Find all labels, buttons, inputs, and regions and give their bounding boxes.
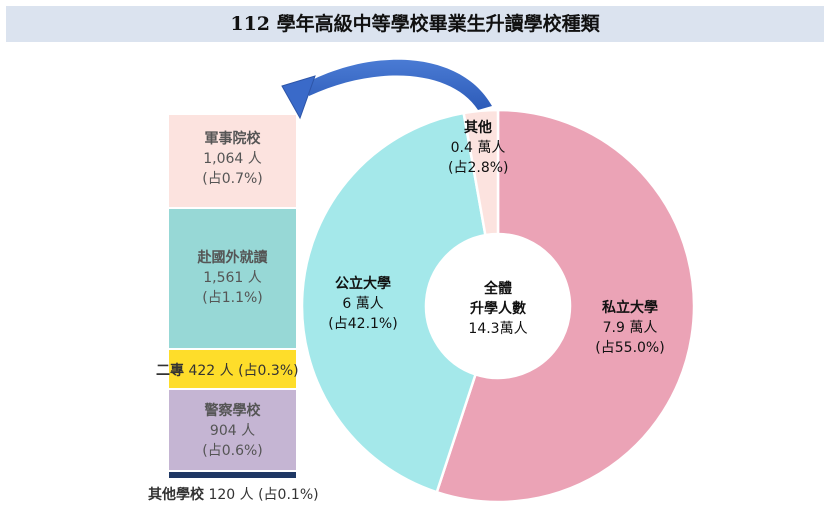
label-other-schools-name: 其他學校 [148,487,204,503]
label-military-unit: 人 [247,151,262,167]
slice-other-unit: 萬人 [477,140,506,156]
slice-other [462,108,500,237]
slice-public [300,111,487,494]
bar-other-schools [169,472,296,478]
label-other-schools: 其他學校 120 人 (占0.1%) [148,484,319,504]
slice-label-private: 私立大學 7.9 萬人 (占55.0%) [584,298,676,358]
arrow-head-icon [281,75,316,120]
label-abroad: 赴國外就讀 1,561 人 (占1.1%) [169,248,296,308]
label-military-count: 1,064 [203,151,244,167]
bar-police [169,390,296,470]
slice-label-public: 公立大學 6 萬人 (占42.1%) [318,274,408,334]
bar-abroad [169,209,296,348]
label-other-schools-count: 120 [208,487,236,503]
donut-chart [300,108,696,504]
chart-title: 112 學年高級中等學校畢業生升讀學校種類 [230,13,600,35]
label-military: 軍事院校 1,064 人 (占0.7%) [169,129,296,189]
donut-center-label: 全體 升學人數 14.3萬人 [448,279,548,339]
slice-public-pct: (占42.1%) [328,316,398,332]
slice-public-value: 6 [342,296,352,312]
label-other-schools-unit: 人 [239,487,254,503]
slice-private-value: 7.9 [602,320,625,336]
label-junior-college-pct: (占0.3%) [238,363,299,379]
label-military-pct: (占0.7%) [202,171,263,187]
label-police-pct: (占0.6%) [202,443,263,459]
slice-other-pct: (占2.8%) [448,160,509,176]
slice-private-pct: (占55.0%) [595,340,665,356]
bar-military [169,115,296,207]
label-junior-college-unit: 人 [219,363,234,379]
label-abroad-pct: (占1.1%) [202,290,263,306]
center-line1: 全體 [484,281,512,297]
label-abroad-count: 1,561 [203,270,244,286]
slice-label-other: 其他 0.4 萬人 (占2.8%) [448,118,509,178]
label-other-schools-pct: (占0.1%) [258,487,319,503]
slice-private-unit: 萬人 [629,320,658,336]
label-junior-college-count: 422 [188,363,216,379]
slice-public-name: 公立大學 [335,276,391,292]
center-value: 14.3萬人 [468,321,528,337]
label-junior-college-name: 二專 [156,363,184,379]
label-military-name: 軍事院校 [204,131,261,147]
label-police-name: 警察學校 [204,403,261,419]
slice-other-value: 0.4 [450,140,473,156]
title-bar: 112 學年高級中等學校畢業生升讀學校種類 [6,6,824,42]
label-abroad-name: 赴國外就讀 [197,250,268,266]
label-junior-college: 二專 422 人 (占0.3%) [156,360,299,380]
label-abroad-unit: 人 [247,270,262,286]
label-police: 警察學校 904 人 (占0.6%) [169,401,296,461]
slice-private [435,108,696,504]
slice-public-unit: 萬人 [355,296,384,312]
curved-arrow-icon [304,59,492,110]
label-police-count: 904 [209,423,237,439]
slice-other-name: 其他 [464,120,492,136]
label-police-unit: 人 [241,423,256,439]
center-line2: 升學人數 [470,301,526,317]
slice-private-name: 私立大學 [602,300,658,316]
bar-junior-college [169,350,296,388]
